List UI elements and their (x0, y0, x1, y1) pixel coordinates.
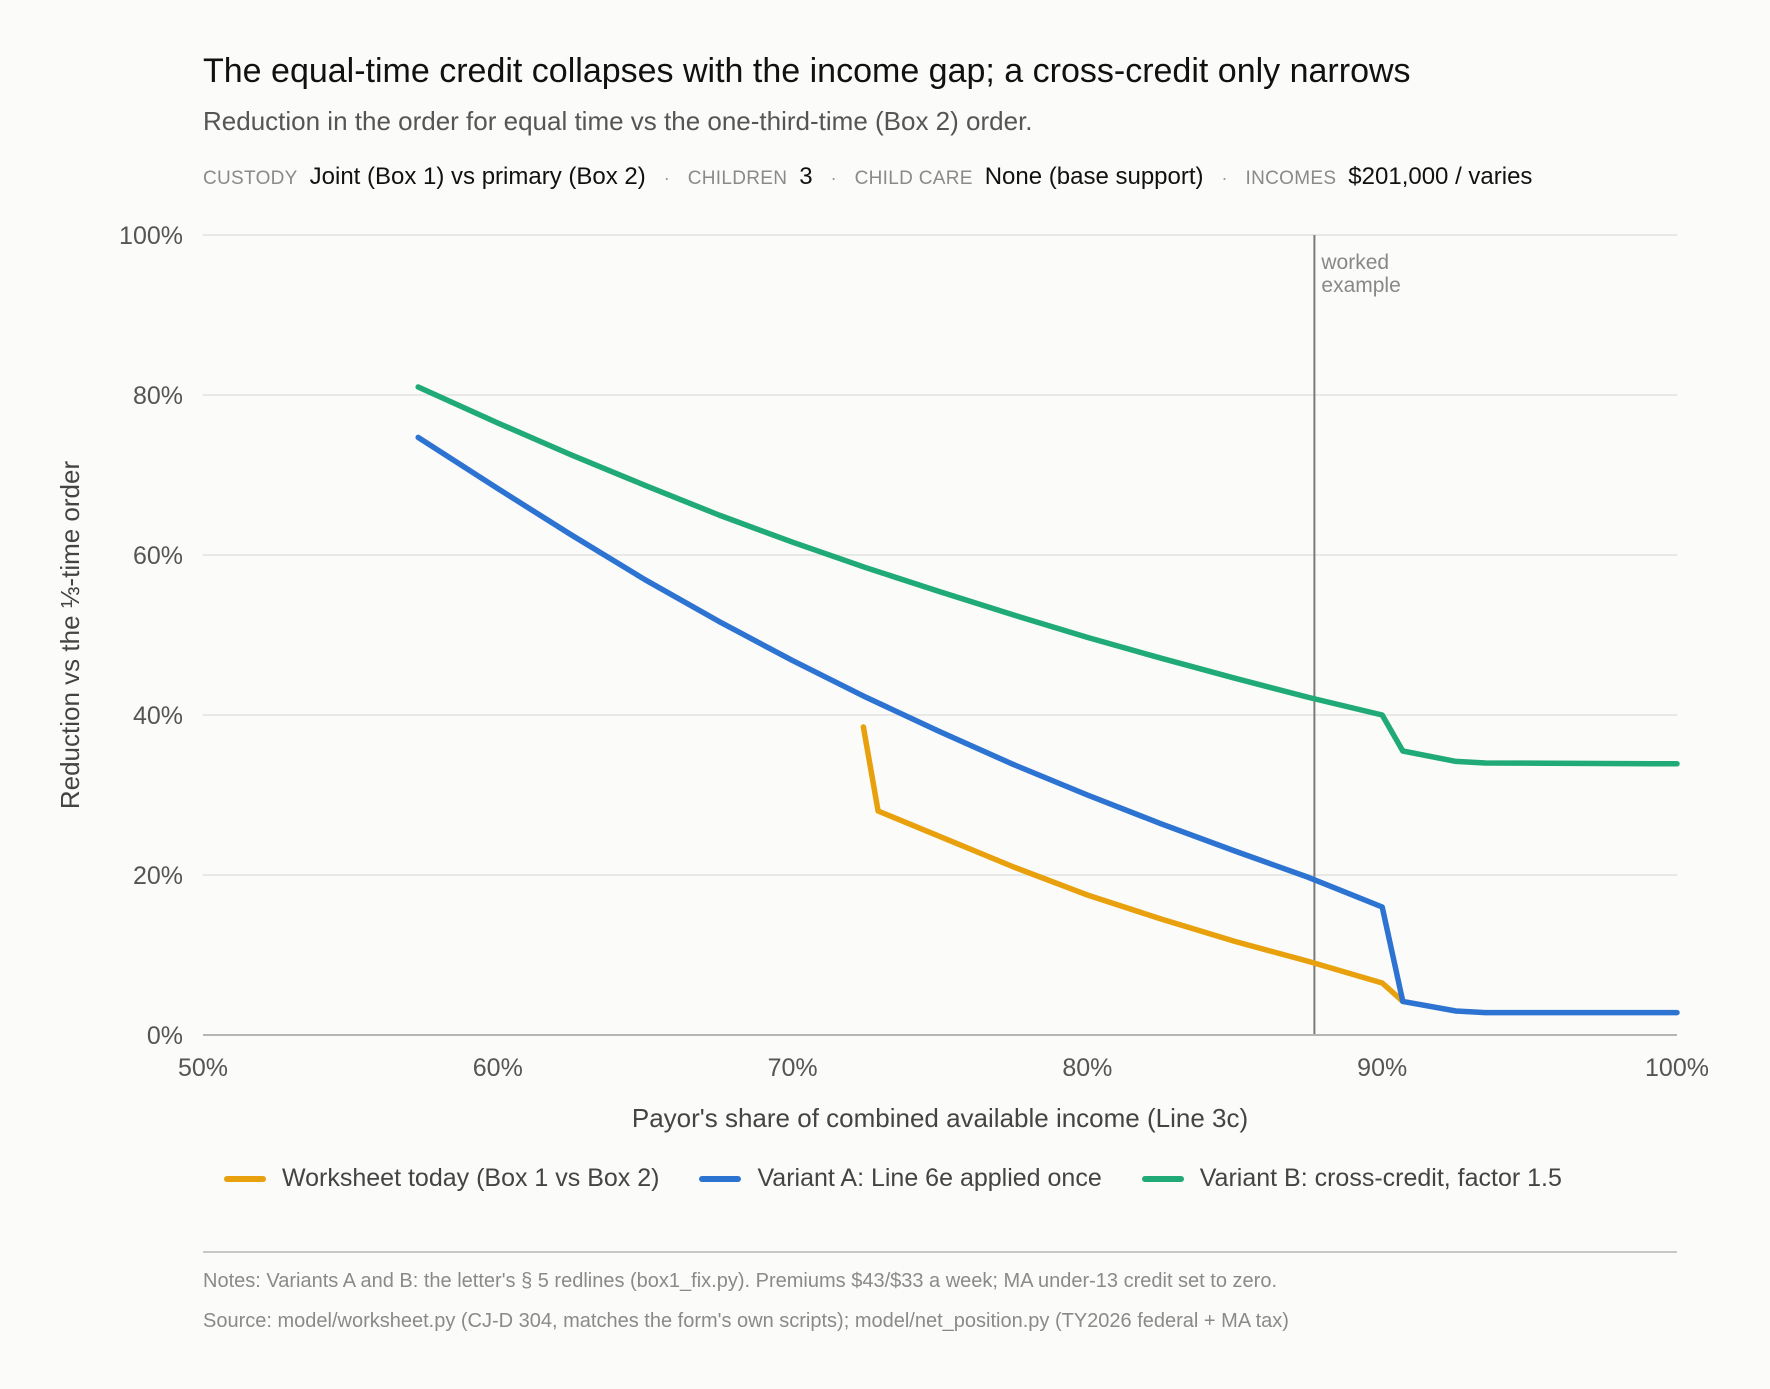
meta-key-incomes: INCOMES (1245, 168, 1337, 189)
chart-title: The equal-time credit collapses with the… (203, 52, 1411, 90)
y-tick-label: 40% (133, 702, 183, 730)
y-tick-label: 100% (119, 222, 183, 250)
meta-key-child-care: CHILD CARE (854, 168, 973, 189)
meta-separator: · (830, 168, 837, 188)
legend-swatch-variant-a (699, 1175, 742, 1182)
x-axis-title: Payor's share of combined available inco… (632, 1103, 1248, 1133)
x-tick-label: 80% (1062, 1054, 1112, 1082)
worked-example-label: worked (1320, 251, 1389, 274)
legend-swatch-variant-b (1141, 1175, 1184, 1182)
legend-label-variant-a: Variant A: Line 6e applied once (757, 1164, 1102, 1192)
legend-item: Worksheet today (Box 1 vs Box 2) (224, 1164, 659, 1193)
gridlines (203, 234, 1677, 876)
legend-swatch-worksheet (224, 1175, 266, 1182)
meta-value-custody: Joint (Box 1) vs primary (Box 2) (309, 163, 646, 190)
x-tick-label: 50% (178, 1054, 228, 1082)
chart-notes: Notes: Variants A and B: the letter's § … (203, 1270, 1277, 1292)
series-line-2 (415, 434, 1680, 1016)
footer-divider (203, 1251, 1677, 1253)
meta-value-children: 3 (799, 163, 813, 190)
legend-item: Variant A: Line 6e applied once (699, 1164, 1102, 1193)
meta-key-children: CHILDREN (687, 168, 788, 189)
legend-label-worksheet: Worksheet today (Box 1 vs Box 2) (282, 1164, 660, 1192)
axes: 0% 20% 40% 60% 80% 100% 50% 60% 70% 80% 90% 100% Pay… (55, 222, 1709, 1133)
meta-value-incomes: $201,000 / varies (1348, 163, 1533, 190)
meta-value-child-care: None (base support) (984, 163, 1204, 190)
meta-separator: · (1221, 168, 1228, 188)
chart-subtitle: Reduction in the order for equal time vs… (203, 106, 1033, 136)
legend: Worksheet today (Box 1 vs Box 2) Variant… (224, 1164, 1602, 1193)
x-tick-label: 60% (473, 1054, 523, 1082)
worked-example-label: example (1321, 274, 1400, 297)
meta-separator: · (663, 168, 670, 188)
legend-label-variant-b: Variant B: cross-credit, factor 1.5 (1199, 1164, 1562, 1192)
series-layer (415, 384, 1680, 1016)
y-tick-label: 60% (133, 542, 183, 570)
y-tick-label: 0% (147, 1022, 183, 1050)
x-tick-label: 70% (768, 1054, 818, 1082)
x-tick-label: 100% (1645, 1054, 1709, 1082)
series-line-3 (415, 384, 1680, 767)
y-tick-label: 80% (133, 382, 183, 410)
series-line-1 (860, 724, 1406, 1005)
y-axis-title: Reduction vs the ⅓-time order (55, 461, 85, 810)
chart-meta-row: CUSTODY Joint (Box 1) vs primary (Box 2)… (203, 163, 1532, 191)
x-tick-label: 90% (1357, 1054, 1407, 1082)
meta-key-custody: CUSTODY (203, 168, 298, 189)
chart-source: Source: model/worksheet.py (CJ-D 304, ma… (203, 1310, 1289, 1332)
y-tick-label: 20% (133, 862, 183, 890)
legend-item: Variant B: cross-credit, factor 1.5 (1141, 1164, 1562, 1193)
